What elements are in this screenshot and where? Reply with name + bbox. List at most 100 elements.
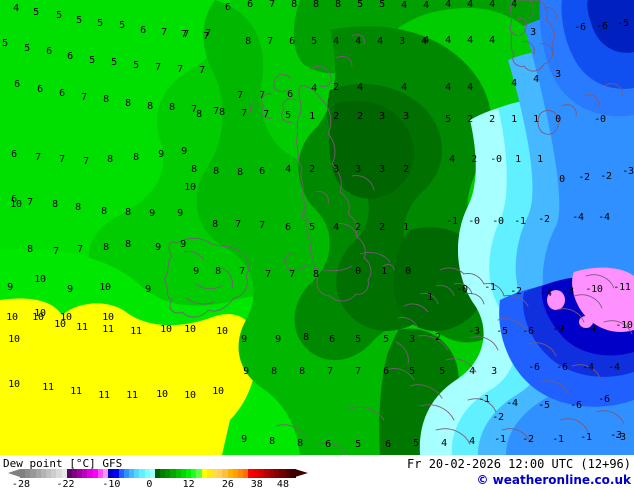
dew-point-value: 3	[399, 36, 405, 47]
legend-color-swatch	[175, 469, 182, 478]
coastline-baltic-s	[585, 274, 615, 289]
coastline-ireland-lough	[183, 251, 205, 261]
coastline-brittany-s	[275, 424, 307, 439]
copyright-notice[interactable]: © weatheronline.co.uk	[476, 473, 631, 487]
dew-point-value: -10	[585, 284, 603, 295]
dew-point-value: 3	[491, 366, 497, 377]
coastline-ireland-inland3	[185, 297, 215, 305]
dew-point-value: 7	[53, 246, 59, 257]
dew-point-value: 8	[335, 0, 341, 10]
dew-point-value: 9	[241, 434, 247, 445]
coastline-norway-fjord-c	[539, 43, 553, 57]
dew-point-value: 8	[212, 219, 218, 230]
dew-point-value: 5	[409, 366, 415, 377]
coastline-germany-mid	[527, 342, 557, 357]
dew-point-value: -9	[584, 324, 596, 335]
dew-point-value: -6	[596, 21, 608, 32]
dew-point-value: -8	[562, 286, 574, 297]
legend-color-swatch	[77, 469, 83, 478]
legend-color-swatch	[263, 469, 270, 478]
dew-point-value: -2	[600, 171, 612, 182]
dew-point-value: 5	[379, 0, 385, 10]
coastline-nl-inner-2	[453, 283, 473, 295]
dew-point-value: 6	[259, 166, 265, 177]
dew-point-value: 4	[311, 83, 317, 94]
dew-point-value: 4	[423, 35, 429, 46]
legend-color-swatch	[82, 469, 89, 478]
legend-color-swatch	[123, 469, 130, 478]
dew-point-value: 6	[287, 89, 293, 100]
dew-point-value: 9	[7, 282, 13, 293]
coastline-sweden-sw	[583, 94, 599, 107]
dew-point-value: 1	[309, 111, 315, 122]
coastline-norway-fjord-e	[527, 0, 535, 21]
dew-point-value: 7	[59, 154, 65, 165]
dew-point-value: 2	[333, 111, 339, 122]
dew-point-value: 6	[329, 334, 335, 345]
dew-point-value: -4	[506, 398, 518, 409]
dew-point-value: 8	[103, 242, 109, 253]
dew-point-value: 10	[184, 324, 196, 335]
dew-point-value: 4	[467, 0, 473, 10]
dew-point-value: 3	[379, 111, 385, 122]
coastline-norway-fjord-b	[521, 41, 535, 55]
legend-color-swatch	[284, 469, 291, 478]
coastline-denmark	[537, 110, 559, 135]
dew-point-value: 9	[243, 366, 249, 377]
contour-band-magenta-se	[572, 267, 634, 332]
dew-point-value: 6	[247, 0, 253, 10]
dew-point-value: 4	[449, 154, 455, 165]
legend-color-swatch	[149, 469, 156, 478]
coastline-hebrides	[261, 93, 273, 119]
legend-color-swatch	[71, 469, 78, 478]
legend-color-swatch	[253, 469, 260, 478]
legend-color-swatch	[128, 469, 135, 478]
legend-color-swatch	[144, 469, 151, 478]
dew-point-value: 7	[235, 219, 241, 230]
dew-point-value: 1	[537, 154, 543, 165]
dew-point-value: 7	[191, 104, 197, 115]
dew-point-value: 8	[213, 166, 219, 177]
dew-point-value: -2	[538, 214, 550, 225]
dew-point-value: -6	[556, 362, 568, 373]
dew-point-value: 8	[219, 107, 225, 118]
legend-color-swatch	[35, 469, 42, 478]
legend-color-swatch	[97, 469, 104, 478]
legend-color-swatch	[103, 469, 109, 478]
dew-point-value: 10	[54, 319, 66, 330]
legend-title: Dew point [°C] GFS	[3, 457, 123, 470]
legend-color-swatch	[51, 469, 57, 478]
dew-point-value: 0	[355, 266, 361, 277]
legend-color-swatch	[20, 469, 26, 478]
dew-point-value: 7	[269, 0, 275, 10]
legend-color-swatch	[160, 469, 166, 478]
dew-point-value: 8	[75, 202, 81, 213]
dew-point-value: 10	[216, 326, 228, 337]
contour-islet-magenta-a	[547, 290, 565, 310]
dew-point-value: 8	[52, 199, 58, 210]
dew-point-value: 7	[199, 65, 205, 76]
dew-point-value: 10	[32, 312, 44, 323]
dew-point-value: 5	[355, 334, 361, 345]
coastline-south-coast	[315, 265, 353, 272]
dew-point-value: 6	[37, 84, 43, 95]
dew-point-value: 7	[203, 31, 209, 42]
dew-point-value: 0	[405, 266, 411, 277]
dew-point-value: 8	[125, 239, 131, 250]
dew-point-value: 9	[145, 284, 151, 295]
dew-point-value: 6	[385, 439, 391, 450]
legend-arrow-right	[295, 469, 308, 477]
dew-point-value: 3	[403, 111, 409, 122]
dew-point-value: 9	[241, 334, 247, 345]
dew-point-value: -9	[552, 324, 564, 335]
dew-point-value: 1	[381, 266, 387, 277]
dew-point-value: 8	[196, 109, 202, 120]
dew-point-value: 5	[413, 438, 419, 449]
dew-point-value: 9	[155, 242, 161, 253]
legend-tick: -22	[56, 479, 75, 490]
coastline-germany-nw	[497, 318, 527, 333]
dew-point-value: 4	[423, 0, 429, 11]
dew-point-value: -2	[510, 286, 522, 297]
coastline-poland	[603, 320, 633, 335]
